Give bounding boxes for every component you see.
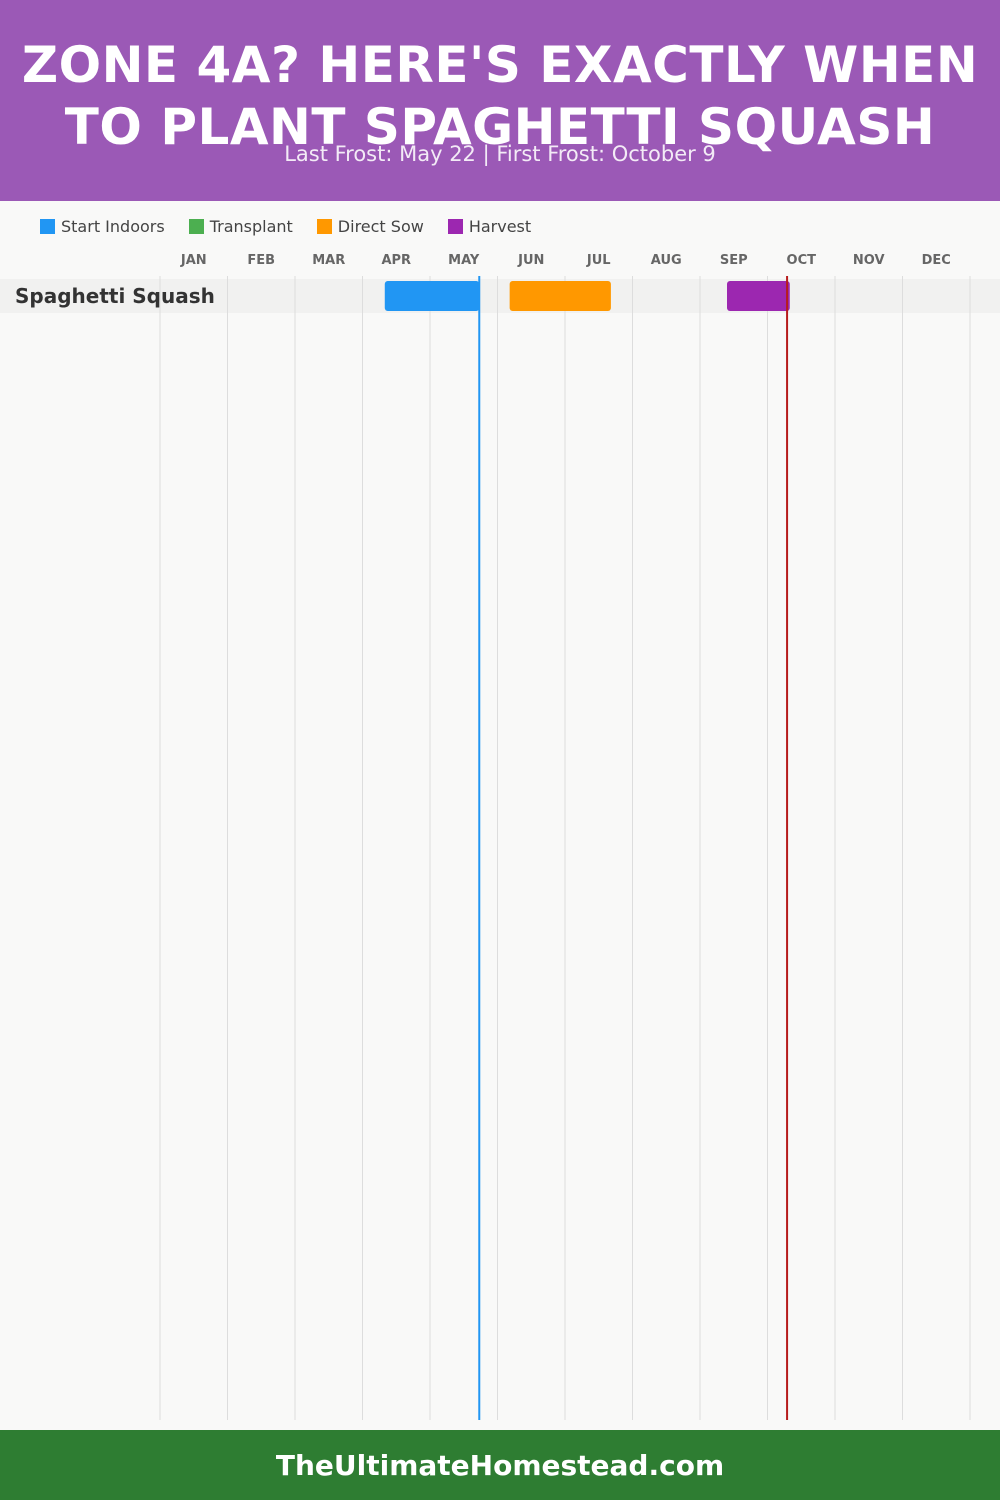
bar-start-indoors: [384, 281, 480, 311]
legend-label-harvest: Harvest: [468, 216, 532, 236]
month-label-sep: SEP: [720, 253, 748, 268]
legend-swatch-transplant: [188, 218, 204, 234]
footer-site-link[interactable]: TheUltimateHomestead.com: [275, 1448, 725, 1482]
header-banner: ZONE 4A? HERE'S EXACTLY WHEN TO PLANT SP…: [0, 0, 1000, 201]
planting-calendar-chart: JAN FEB MAR APR MAY JUN JUL AUG SEP OCT NOV DEC Spag…: [0, 253, 1000, 1420]
legend: Start Indoors Transplant Direct Sow Harv…: [40, 214, 555, 238]
month-label-jul: JUL: [586, 253, 611, 268]
row-label-spaghetti-squash: Spaghetti Squash: [15, 284, 215, 308]
legend-swatch-direct-sow: [316, 218, 332, 234]
legend-label-start-indoors: Start Indoors: [61, 216, 165, 236]
footer-banner: TheUltimateHomestead.com: [0, 1430, 1000, 1500]
month-label-mar: MAR: [312, 253, 345, 268]
legend-item-transplant: Transplant: [188, 216, 293, 236]
legend-item-start-indoors: Start Indoors: [40, 217, 165, 236]
frost-dates-subtitle: Last Frost: May 22 | First Frost: Octobe…: [284, 142, 716, 166]
page-title: ZONE 4A? HERE'S EXACTLY WHEN TO PLANT SP…: [21, 36, 979, 156]
legend-swatch-start-indoors: [40, 218, 55, 234]
legend-item-direct-sow: Direct Sow: [316, 216, 424, 236]
month-label-jun: JUN: [517, 253, 544, 268]
legend-swatch-harvest: [447, 218, 463, 234]
month-label-apr: APR: [381, 253, 411, 268]
month-label-may: MAY: [448, 253, 480, 268]
bar-harvest: [727, 281, 790, 311]
month-label-feb: FEB: [247, 253, 275, 268]
month-label-nov: NOV: [853, 253, 885, 268]
legend-item-harvest: Harvest: [447, 216, 532, 236]
legend-label-direct-sow: Direct Sow: [337, 216, 424, 236]
month-label-aug: AUG: [651, 253, 682, 268]
month-label-dec: DEC: [922, 253, 951, 268]
bar-direct-sow: [509, 281, 611, 311]
month-label-jan: JAN: [180, 253, 207, 268]
row-band-spaghetti-squash: [0, 279, 1000, 313]
legend-label-transplant: Transplant: [209, 216, 293, 236]
month-label-oct: OCT: [787, 253, 817, 268]
